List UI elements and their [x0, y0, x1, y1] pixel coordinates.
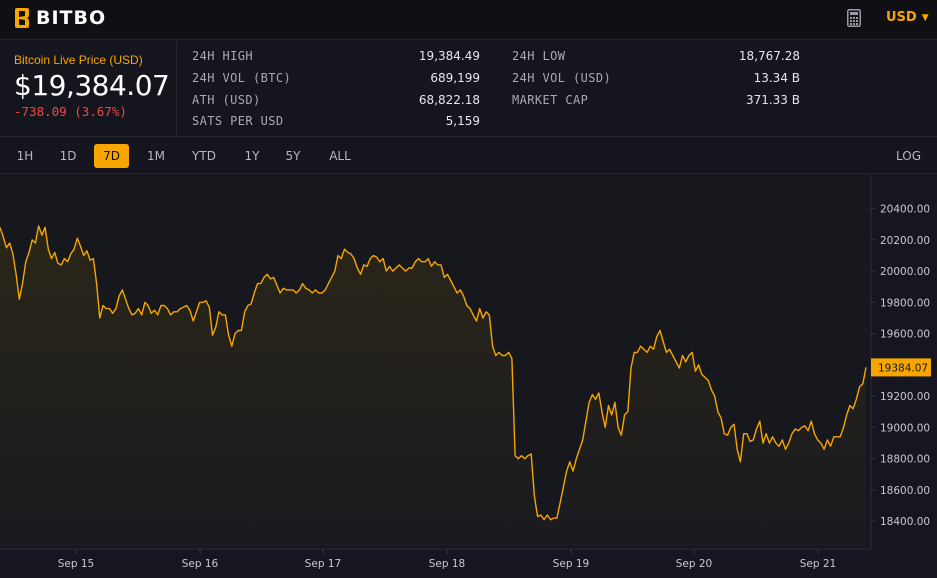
range-button-5y[interactable]: 5Y: [285, 149, 301, 163]
range-button-1y[interactable]: 1Y: [244, 149, 260, 163]
x-tick-label: Sep 17: [305, 558, 342, 570]
current-price-marker: [871, 358, 931, 377]
bitbo-logo[interactable]: BITBO: [14, 7, 106, 29]
stat-value-24h-vol-usd: 13.34 B: [753, 71, 800, 85]
range-button-1h[interactable]: 1H: [16, 149, 34, 163]
y-tick-label: 19600.00: [880, 329, 930, 341]
range-button-7d[interactable]: 7D: [94, 144, 129, 168]
price-chart-svg: 20400.00 20200.00 20000.00 19800.00 19600.00…: [0, 175, 931, 570]
range-button-ytd[interactable]: YTD: [192, 149, 216, 163]
top-bar: BITBO USD ▼: [0, 0, 937, 40]
y-tick-label: 20200.00: [880, 235, 930, 247]
price-value: $19,384.07: [14, 69, 170, 102]
stat-value-24h-vol-btc: 689,199: [430, 71, 480, 85]
stat-label-24h-vol-btc: 24H VOL (BTC): [192, 71, 292, 85]
y-tick-label: 18400.00: [880, 516, 930, 528]
calculator-icon[interactable]: [847, 9, 861, 27]
range-button-1d[interactable]: 1D: [59, 149, 77, 163]
y-tick-label: 20000.00: [880, 266, 930, 278]
stat-label-24h-low: 24H LOW: [512, 49, 566, 63]
y-tick-label: 18600.00: [880, 485, 930, 497]
price-title: Bitcoin Live Price (USD): [14, 53, 143, 67]
price-area-fill: [0, 225, 866, 548]
bitbo-logo-icon: [15, 8, 29, 28]
log-scale-toggle[interactable]: LOG: [895, 149, 921, 163]
y-tick-label: 19800.00: [880, 297, 930, 309]
stat-label-24h-high: 24H HIGH: [192, 49, 253, 63]
range-selector: 1H 1D 7D 1M YTD 1Y 5Y ALL LOG: [0, 138, 937, 174]
logo-text: BITBO: [36, 7, 107, 29]
stat-value-ath: 68,822.18: [418, 93, 480, 107]
stats-divider: [176, 41, 177, 137]
range-button-1m[interactable]: 1M: [147, 149, 165, 163]
stat-value-24h-low: 18,767.28: [738, 49, 800, 63]
caret-down-icon: ▼: [921, 12, 929, 23]
x-tick-label: Sep 15: [58, 558, 95, 570]
currency-label: USD: [886, 10, 917, 25]
x-tick-label: Sep 19: [553, 558, 590, 570]
x-tick-label: Sep 21: [800, 558, 837, 570]
y-tick-label: 19000.00: [880, 422, 930, 434]
y-tick-label: 18800.00: [880, 454, 930, 466]
stat-label-market-cap: MARKET CAP: [512, 93, 589, 107]
price-chart[interactable]: 20400.00 20200.00 20000.00 19800.00 19600.00…: [0, 175, 937, 578]
price-block: Bitcoin Live Price (USD) $19,384.07 -738…: [14, 53, 170, 119]
stat-label-24h-vol-usd: 24H VOL (USD): [512, 71, 612, 85]
stat-value-sats: 5,159: [445, 114, 480, 128]
stats-panel: Bitcoin Live Price (USD) $19,384.07 -738…: [0, 41, 937, 137]
stat-value-24h-high: 19,384.49: [418, 49, 480, 63]
price-change: -738.09 (3.67%): [14, 104, 127, 119]
current-price-label: 19384.07: [878, 362, 928, 374]
currency-selector[interactable]: USD ▼: [886, 10, 929, 25]
stat-label-sats: SATS PER USD: [192, 114, 284, 128]
stat-label-ath: ATH (USD): [192, 93, 261, 107]
y-tick-label: 20400.00: [880, 204, 930, 216]
price-series-line: [0, 225, 867, 521]
stat-value-market-cap: 371.33 B: [745, 93, 800, 107]
y-tick-label: 19200.00: [880, 391, 930, 403]
range-button-all[interactable]: ALL: [329, 149, 351, 163]
x-tick-label: Sep 18: [429, 558, 466, 570]
x-tick-label: Sep 16: [182, 558, 219, 570]
x-tick-label: Sep 20: [676, 558, 713, 570]
